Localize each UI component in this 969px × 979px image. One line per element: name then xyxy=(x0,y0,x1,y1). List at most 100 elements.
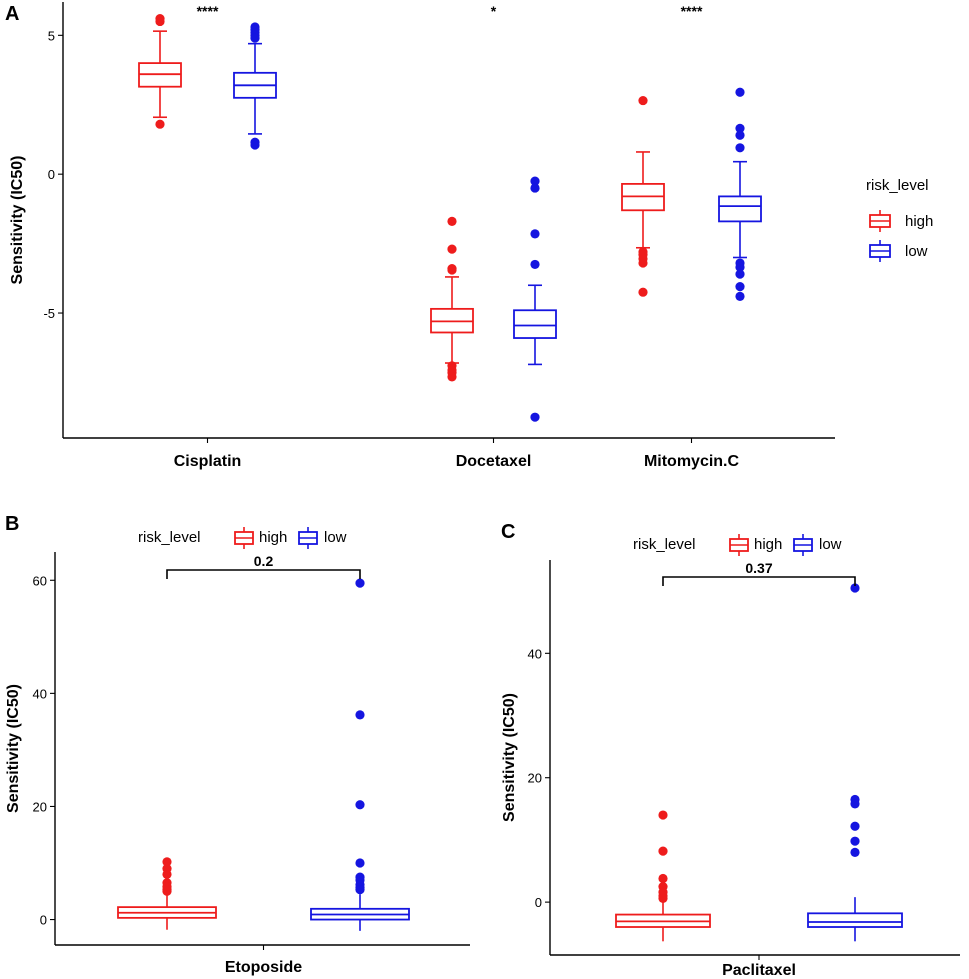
box-body xyxy=(807,912,903,928)
panel-a-chart: 5 0 -5 Sensitivity (IC50) Cisplatin **** Docet… xyxy=(9,2,835,470)
y-tick-label: 0 xyxy=(48,167,55,182)
legend-c-key-high xyxy=(729,534,749,556)
significance-label: * xyxy=(491,3,497,19)
outlier-point xyxy=(530,176,540,186)
legend-c-label-high: high xyxy=(754,536,782,553)
significance-label: **** xyxy=(197,3,219,19)
outlier-point xyxy=(447,265,457,275)
y-tick-label: -5 xyxy=(43,306,55,321)
box-high xyxy=(615,810,711,942)
p-value-label: 0.2 xyxy=(254,553,274,569)
outlier-point xyxy=(162,869,172,879)
outlier-point xyxy=(447,216,457,226)
outlier-point xyxy=(850,836,860,846)
legend-a-key-high xyxy=(869,210,891,232)
outlier-point xyxy=(658,846,668,856)
legend-a-label-low: low xyxy=(905,243,928,260)
legend-b: risk_level high low xyxy=(138,527,347,549)
outlier-point xyxy=(530,183,540,193)
outlier-point xyxy=(850,847,860,857)
outlier-point xyxy=(162,886,172,896)
y-tick-label: 0 xyxy=(40,913,47,928)
outlier-point xyxy=(355,858,365,868)
x-category-label: Paclitaxel xyxy=(722,962,796,979)
box-low xyxy=(513,176,557,422)
panel-label-a: A xyxy=(5,3,19,25)
panel-label-b: B xyxy=(5,513,19,535)
legend-b-label-low: low xyxy=(324,529,347,546)
x-category-label: Mitomycin.C xyxy=(644,453,740,470)
legend-b-title: risk_level xyxy=(138,529,201,546)
box-low xyxy=(233,22,277,150)
legend-b-key-high xyxy=(234,527,254,549)
box-high xyxy=(621,95,665,297)
box-high xyxy=(430,216,474,382)
y-axis-label: Sensitivity (IC50) xyxy=(501,693,518,822)
box-low xyxy=(718,87,762,301)
outlier-point xyxy=(250,140,260,150)
outlier-point xyxy=(638,287,648,297)
outlier-point xyxy=(162,857,172,867)
outlier-point xyxy=(735,123,745,133)
outlier-point xyxy=(850,583,860,593)
y-tick-label: 20 xyxy=(528,771,542,786)
outlier-point xyxy=(250,33,260,43)
legend-c-title: risk_level xyxy=(633,536,696,553)
legend-b-key-low xyxy=(298,527,318,549)
box-body xyxy=(718,195,762,223)
outlier-point xyxy=(658,810,668,820)
outlier-point xyxy=(155,119,165,129)
y-tick-label: 20 xyxy=(33,799,47,814)
x-category-label: Etoposide xyxy=(225,959,302,976)
y-tick-label: 40 xyxy=(33,686,47,701)
y-axis-label: Sensitivity (IC50) xyxy=(9,156,26,285)
y-tick-label: 40 xyxy=(528,646,542,661)
outlier-point xyxy=(355,710,365,720)
y-tick-label: 0 xyxy=(535,895,542,910)
legend-b-label-high: high xyxy=(259,529,287,546)
comparison-bracket xyxy=(662,576,856,586)
outlier-point xyxy=(658,873,668,884)
outlier-point xyxy=(530,229,540,239)
box-low xyxy=(807,583,903,942)
outlier-point xyxy=(355,884,365,895)
box-high xyxy=(117,857,217,930)
outlier-point xyxy=(658,893,668,903)
y-tick-label: 5 xyxy=(48,28,55,43)
outlier-point xyxy=(735,130,745,140)
outlier-point xyxy=(447,244,457,254)
legend-a-label-high: high xyxy=(905,213,933,230)
legend-c-key-low xyxy=(793,534,813,556)
legend-c: risk_level high low xyxy=(633,534,842,556)
outlier-point xyxy=(735,269,745,279)
y-axis-label: Sensitivity (IC50) xyxy=(5,684,22,813)
panel-c-chart: 40 20 0 Sensitivity (IC50) Paclitaxel 0.37 xyxy=(501,560,960,979)
outlier-point xyxy=(155,14,165,24)
panel-label-c: C xyxy=(501,521,515,543)
x-category-label: Cisplatin xyxy=(174,453,242,470)
legend-c-label-low: low xyxy=(819,536,842,553)
outlier-point xyxy=(638,95,648,106)
box-low xyxy=(310,578,410,931)
outlier-point xyxy=(735,282,745,292)
outlier-point xyxy=(447,372,457,382)
outlier-point xyxy=(530,259,540,270)
box-high xyxy=(138,14,182,129)
outlier-point xyxy=(850,799,860,809)
panel-b-chart: 60 40 20 0 Sensitivity (IC50) Etoposide 0.2 xyxy=(5,552,470,976)
outlier-point xyxy=(735,262,745,272)
outlier-point xyxy=(638,258,648,268)
outlier-point xyxy=(735,291,745,301)
outlier-point xyxy=(530,412,540,422)
outlier-point xyxy=(735,87,745,97)
y-tick-label: 60 xyxy=(33,573,47,588)
legend-a-key-low xyxy=(869,240,891,262)
outlier-point xyxy=(735,143,745,153)
p-value-label: 0.37 xyxy=(745,560,772,576)
outlier-point xyxy=(355,578,365,588)
x-category-label: Docetaxel xyxy=(456,453,532,470)
box-body xyxy=(513,309,557,339)
legend-a: risk_level high low xyxy=(866,177,933,262)
outlier-point xyxy=(355,800,365,810)
